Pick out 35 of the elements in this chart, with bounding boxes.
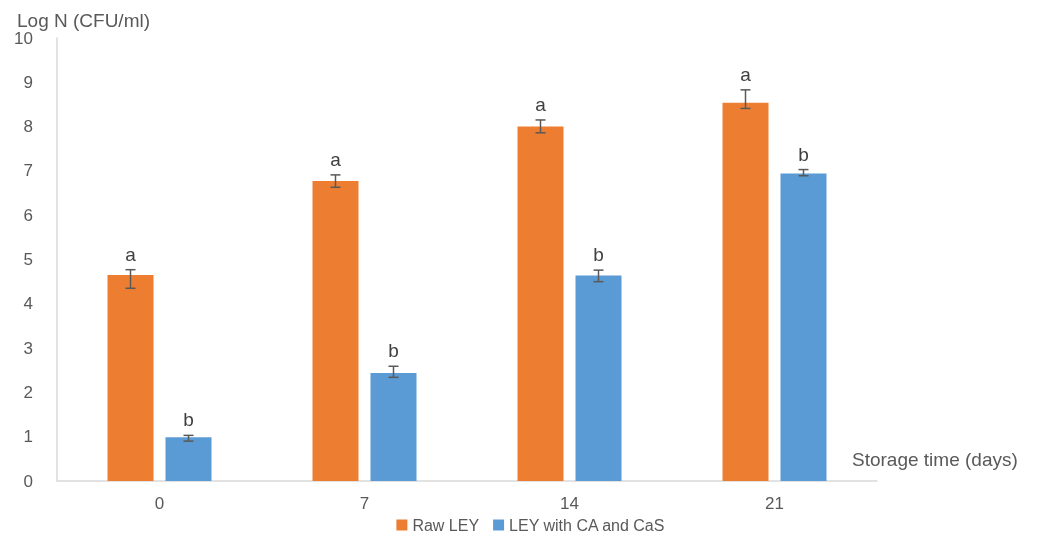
data-label: b xyxy=(388,340,399,362)
data-label: a xyxy=(125,243,137,265)
y-tick-label: 7 xyxy=(23,161,33,181)
x-tick-label: 14 xyxy=(560,494,579,513)
y-tick-label: 9 xyxy=(23,72,33,92)
bar xyxy=(107,275,154,481)
x-axis-title: Storage time (days) xyxy=(852,449,1018,470)
data-label: a xyxy=(740,63,752,85)
data-label: b xyxy=(183,409,194,431)
x-tick-label: 0 xyxy=(154,494,165,513)
x-tick-label: 21 xyxy=(765,494,784,513)
y-tick-label: 5 xyxy=(23,250,33,269)
y-tick-label: 10 xyxy=(14,28,33,48)
y-tick-label: 8 xyxy=(23,117,33,137)
bar xyxy=(722,102,769,481)
y-axis-title: Log N (CFU/ml) xyxy=(17,9,151,31)
y-tick-label: 2 xyxy=(23,382,33,402)
bar xyxy=(780,173,827,481)
legend-label: LEY with CA and CaS xyxy=(509,516,665,534)
bar xyxy=(370,372,417,481)
bar xyxy=(517,126,564,481)
data-label: a xyxy=(330,148,342,170)
bar xyxy=(165,437,212,481)
y-tick-label: 0 xyxy=(23,471,33,491)
data-label: b xyxy=(593,244,604,266)
legend-label: Raw LEY xyxy=(412,516,480,534)
data-label: a xyxy=(535,93,547,115)
y-tick-label: 1 xyxy=(23,427,33,447)
y-tick-label: 4 xyxy=(23,294,33,314)
x-tick-label: 7 xyxy=(359,494,370,513)
bar xyxy=(312,181,359,481)
y-tick-label: 6 xyxy=(23,205,33,225)
bar xyxy=(575,275,622,481)
data-label: b xyxy=(798,143,809,165)
y-tick-label: 3 xyxy=(23,338,33,358)
